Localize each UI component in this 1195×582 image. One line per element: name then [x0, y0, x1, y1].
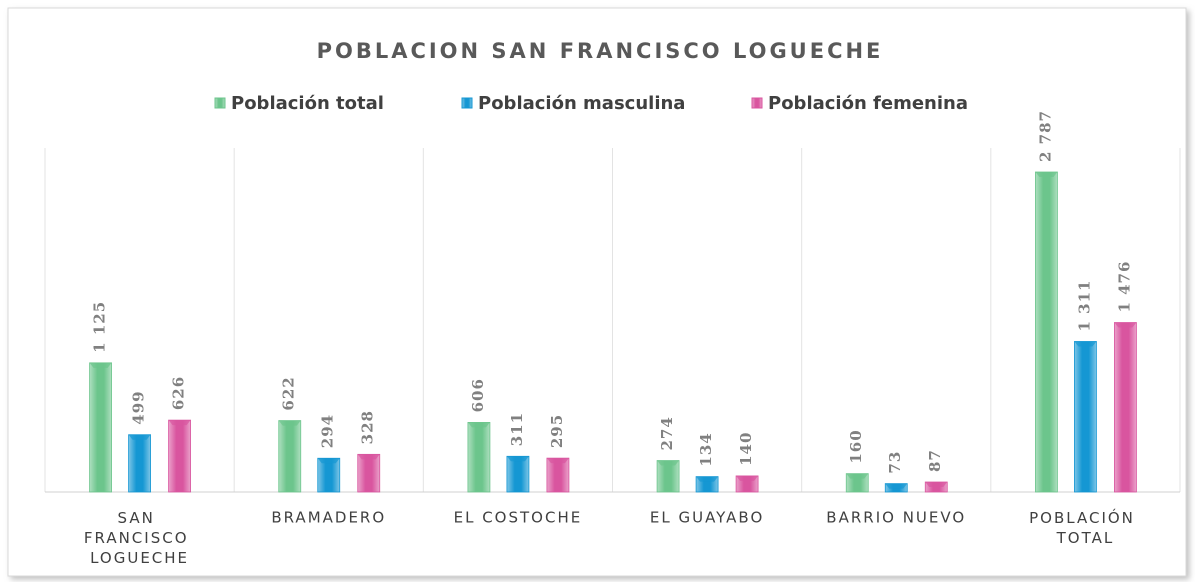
bar-cap — [1035, 172, 1058, 177]
bar-cap — [546, 458, 569, 464]
x-tick-label: EL GUAYABO — [650, 509, 764, 527]
legend-swatch — [751, 97, 763, 109]
bar-cap — [168, 420, 191, 426]
value-label: 73 — [886, 451, 904, 474]
bar — [1114, 322, 1137, 493]
bar-cap — [696, 476, 719, 482]
chart-title: POBLACION SAN FRANCISCO LOGUECHE — [317, 39, 884, 63]
value-label: 2 787 — [1036, 110, 1054, 162]
bar — [1074, 341, 1097, 493]
value-label: 311 — [508, 412, 526, 446]
bar-cap — [128, 434, 151, 440]
value-label: 499 — [130, 390, 148, 424]
bar — [128, 434, 151, 493]
value-label: 626 — [170, 376, 188, 410]
bar — [546, 457, 570, 493]
x-tick-label: SAN FRANCISCO LOGUECHE — [84, 509, 195, 567]
legend-swatch — [461, 97, 473, 109]
value-label: 295 — [548, 414, 566, 448]
bar-cap — [467, 422, 490, 428]
value-label: 1 476 — [1115, 261, 1133, 313]
value-label: 134 — [697, 432, 715, 466]
legend-swatch — [214, 97, 226, 109]
value-label: 606 — [469, 378, 487, 412]
value-label: 87 — [926, 449, 944, 472]
bar-cap — [1114, 322, 1137, 328]
bar — [278, 420, 302, 493]
bar-cap — [317, 458, 340, 464]
legend-label: Población masculina — [478, 93, 685, 114]
value-label: 160 — [847, 429, 865, 463]
value-label: 1 125 — [91, 301, 109, 353]
bar-cap — [657, 460, 680, 466]
bar-cap — [278, 420, 301, 426]
value-label: 622 — [280, 376, 298, 410]
bar-cap — [885, 483, 908, 489]
legend-label: Población femenina — [768, 93, 968, 114]
bar-cap — [925, 482, 948, 488]
x-tick-label: EL COSTOCHE — [454, 509, 583, 527]
x-tick-label: BARRIO NUEVO — [826, 509, 966, 527]
bar-cap — [506, 456, 529, 462]
bar — [168, 419, 191, 493]
bar — [357, 453, 381, 493]
bar — [317, 457, 341, 493]
x-tick-label: POBLACIÓN TOTAL — [1029, 508, 1142, 547]
value-label: 274 — [658, 416, 676, 450]
value-label: 140 — [737, 432, 755, 466]
bar-cap — [357, 454, 380, 460]
bar — [89, 362, 112, 493]
legend-label: Población total — [231, 93, 384, 114]
bar-cap — [736, 475, 759, 481]
bar — [1035, 171, 1058, 493]
bar — [467, 422, 491, 493]
bar-cap — [846, 473, 869, 479]
value-label: 328 — [359, 410, 377, 444]
x-tick-label: BRAMADERO — [271, 509, 386, 527]
value-label: 1 311 — [1075, 279, 1093, 331]
value-label: 294 — [319, 414, 337, 448]
bar-cap — [89, 362, 112, 368]
chart-frame — [7, 7, 1187, 577]
bar-cap — [1074, 341, 1097, 347]
bar — [506, 455, 530, 493]
